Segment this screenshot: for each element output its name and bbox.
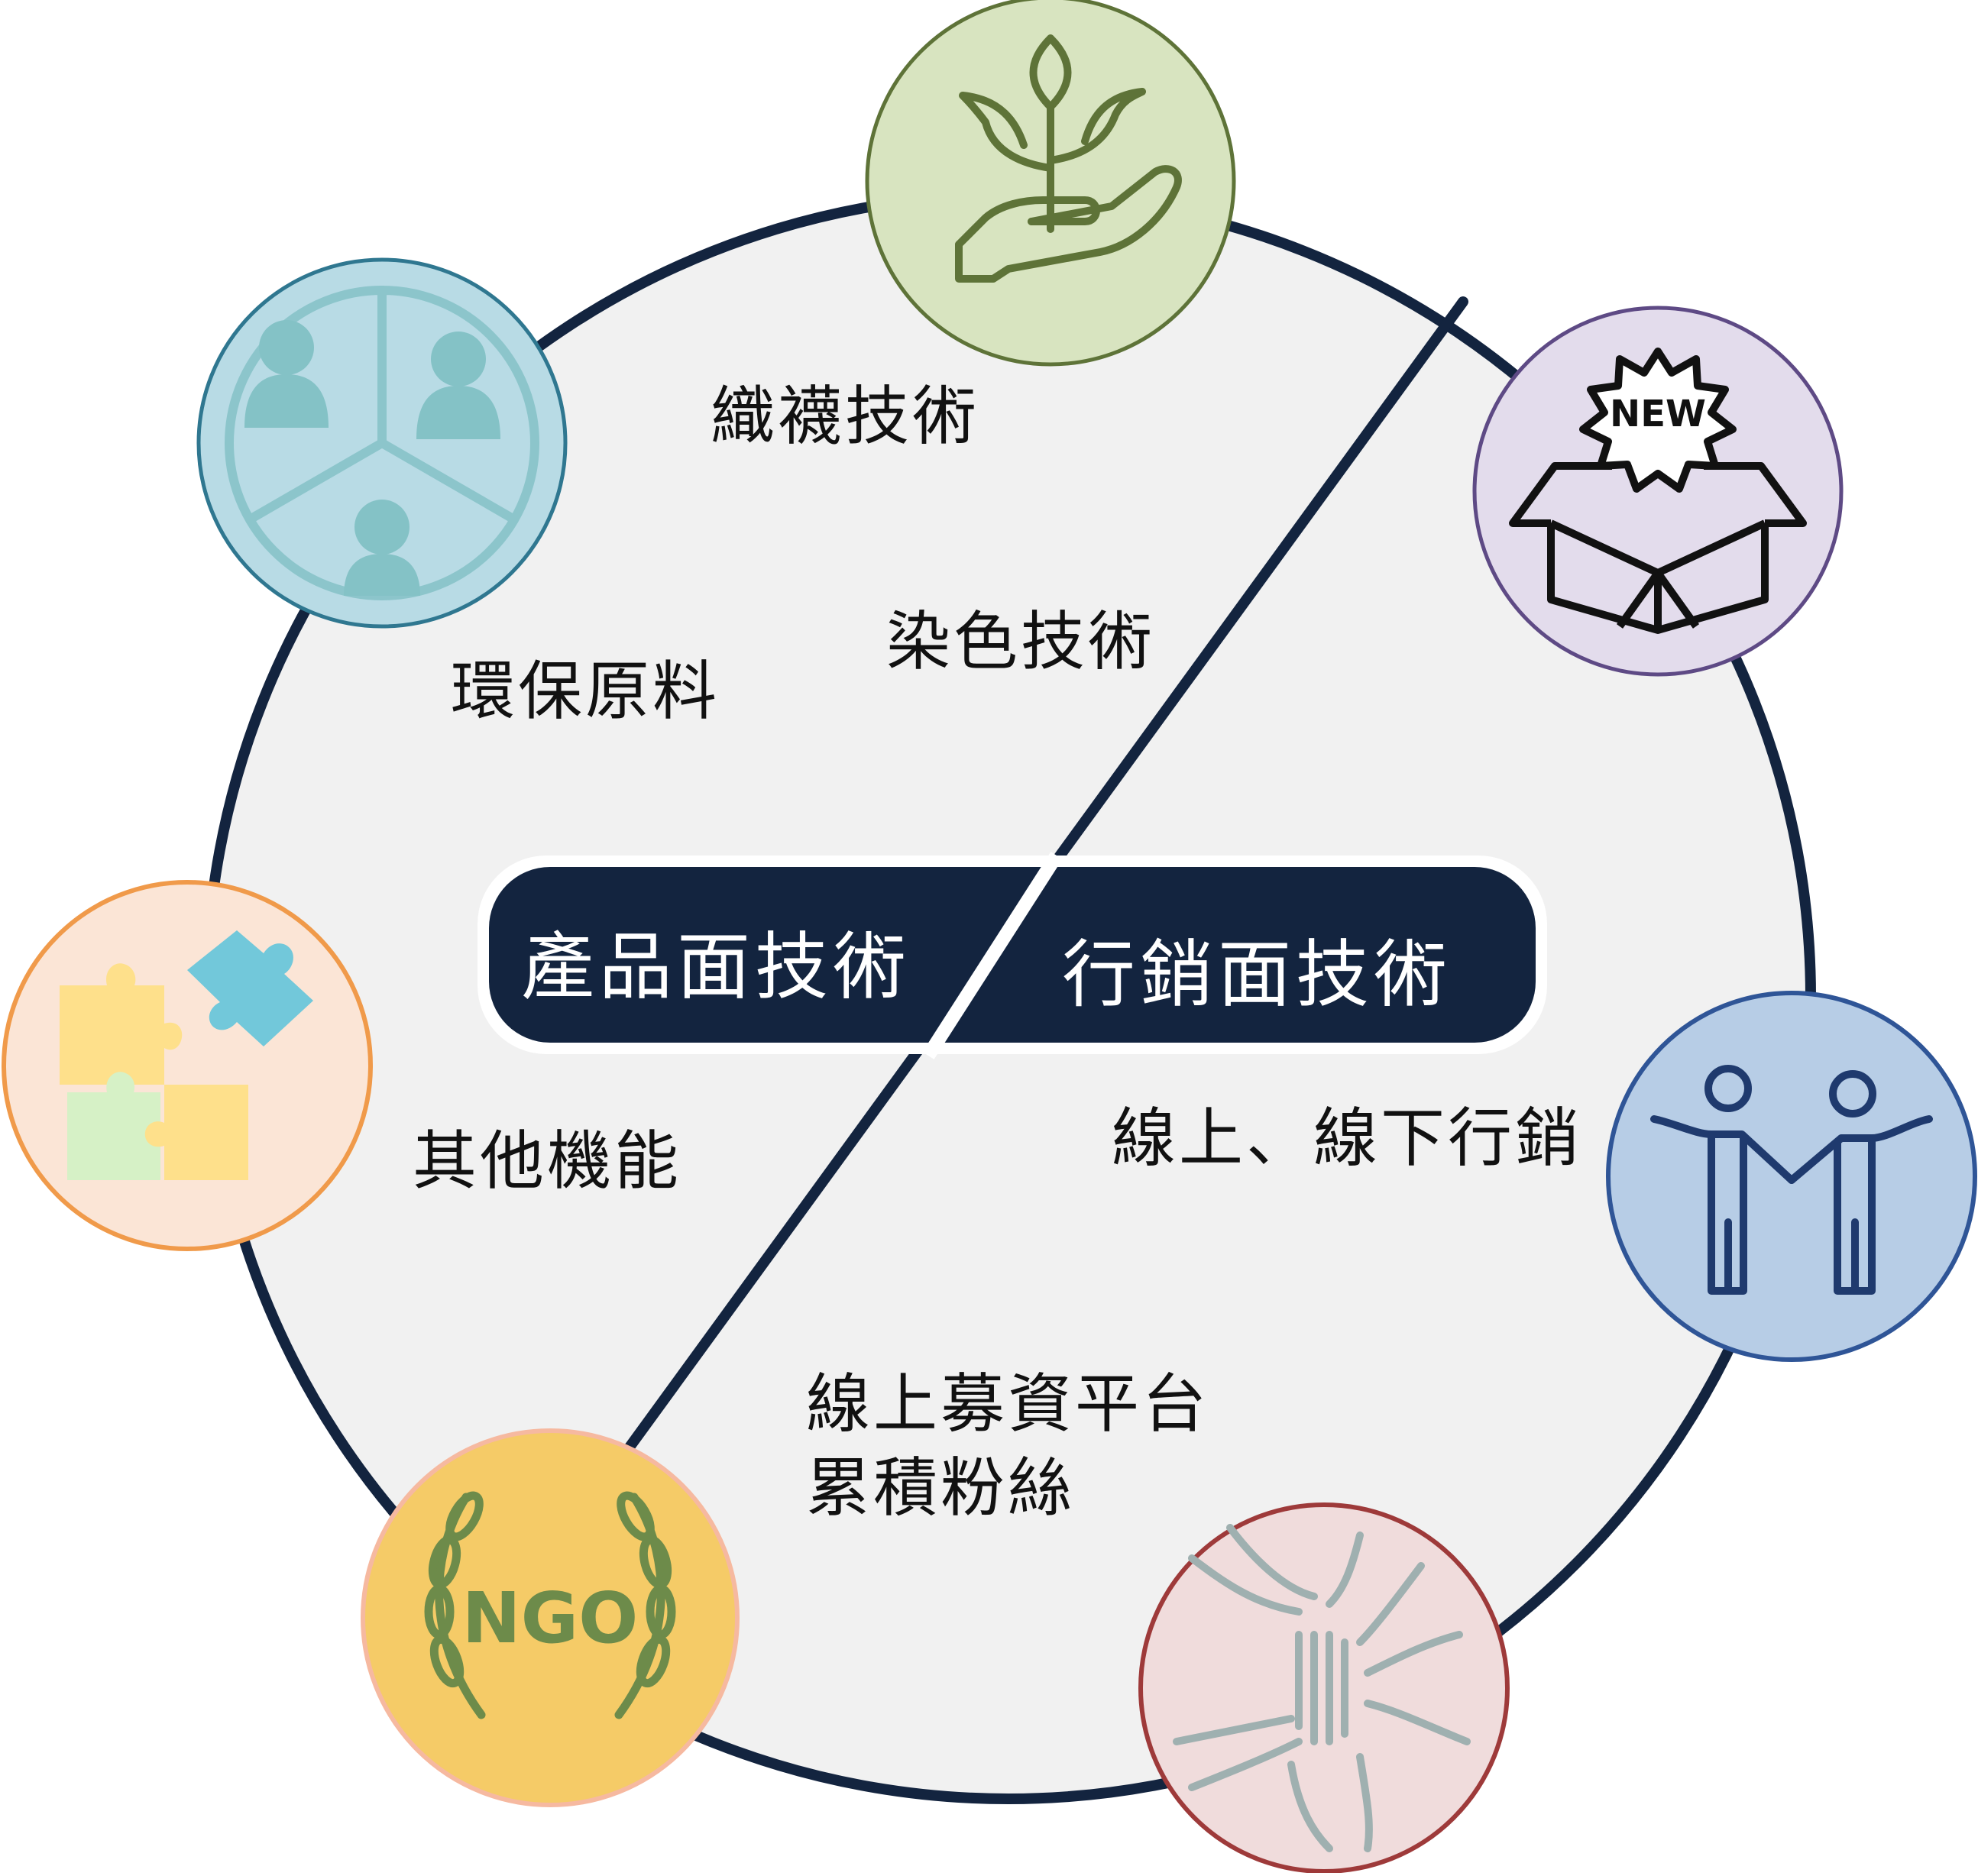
label-other-function: 其他機能: [413, 1124, 682, 1198]
center-left-label: 產品面技術: [521, 924, 911, 1010]
ngo-laurel-icon: NGO: [361, 1428, 740, 1807]
label-eco-material: 環保原料: [451, 654, 720, 729]
center-pill: [478, 852, 1547, 1059]
label-weaving: 織襪技術: [711, 379, 980, 454]
center-right-label: 行銷面技術: [1062, 932, 1452, 1017]
label-crowdfunding-line2: 累積粉絲: [806, 1451, 1076, 1525]
group-segments-icon: [196, 257, 568, 629]
new-badge-text: NEW: [1610, 393, 1706, 435]
label-crowdfunding-line1: 線上募資平台: [806, 1367, 1210, 1441]
new-product-box-icon: NEW: [1472, 306, 1844, 677]
plant-in-hand-icon: [865, 0, 1236, 367]
label-marketing-channels: 線上、線下行銷: [1112, 1101, 1583, 1176]
puzzle-pieces-icon: [2, 880, 373, 1251]
label-dyeing: 染色技術: [886, 604, 1156, 679]
stacked-hands-icon: [1138, 1502, 1510, 1874]
ngo-badge-text: NGO: [462, 1577, 639, 1659]
people-holding-hands-icon: [1606, 991, 1977, 1362]
